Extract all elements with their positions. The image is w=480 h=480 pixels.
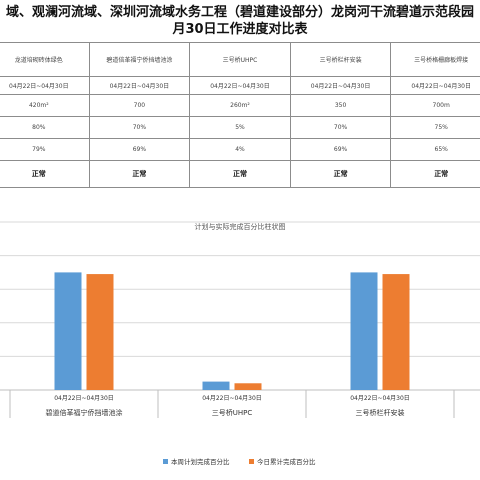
table-cell: 80% [0, 116, 90, 139]
table-cell: 正常 [189, 160, 291, 188]
bar-actual [86, 274, 114, 390]
table-cell: 420m² [0, 94, 90, 117]
legend-swatch [249, 459, 254, 464]
table-row: 04月22日~04月30日 04月22日~04月30日 04月22日~04月30日 0… [0, 76, 480, 95]
table-cell: 70% [88, 116, 191, 139]
table-cell: 260m² [189, 94, 291, 117]
table-cell: 04月22日~04月30日 [88, 76, 191, 95]
x-tick-label: 三号桥栏杆安装 [356, 408, 405, 417]
x-tick-date: 04月22日~04月30日 [202, 395, 262, 402]
table-cell: 正常 [88, 160, 191, 188]
table-cell: 70% [289, 116, 392, 139]
table-cell: 正常 [390, 160, 480, 188]
table-cell: 69% [88, 138, 191, 161]
table-cell: 5% [189, 116, 291, 139]
legend-label: 今日累计完成百分比 [257, 457, 316, 466]
bar-actual [382, 274, 410, 390]
page-title: 域、观澜河流域、深圳河流域水务工程（碧道建设部分）龙岗河干流碧道示范段园 月30… [0, 4, 480, 38]
table-row: 420m² 700 260m² 350 700m [0, 94, 480, 117]
progress-bar-chart: 计划与实际完成百分比柱状图 04月22日~04月30日碧道倍革福宁侨挡墙池涂 04月… [0, 196, 480, 480]
progress-table: 龙道培砌砖体绿色 碧道倍革福宁侨挡墙池涂 三号桥UHPC 三号桥栏杆安装 三号桥格栅廊板… [0, 42, 480, 188]
table-cell: 69% [289, 138, 392, 161]
table-cell: 75% [390, 116, 480, 139]
legend-label: 本周计划完成百分比 [171, 457, 230, 466]
table-cell: 350 [289, 94, 392, 117]
table-row: 正常 正常 正常 正常 正常 [0, 160, 480, 188]
table-cell: 碧道倍革福宁侨挡墙池涂 [88, 42, 191, 77]
chart-title: 计划与实际完成百分比柱状图 [195, 222, 286, 231]
title-line-2: 月30日工作进度对比表 [172, 22, 308, 37]
table-row: 龙道培砌砖体绿色 碧道倍革福宁侨挡墙池涂 三号桥UHPC 三号桥栏杆安装 三号桥格栅廊板… [0, 42, 480, 77]
title-line-1: 域、观澜河流域、深圳河流域水务工程（碧道建设部分）龙岗河干流碧道示范段园 [5, 5, 474, 20]
bar-actual [234, 383, 262, 390]
x-tick-label: 碧道倍革福宁侨挡墙池涂 [46, 408, 123, 417]
table-cell: 700 [88, 94, 191, 117]
table-cell: 4% [189, 138, 291, 161]
bar-plan [350, 272, 378, 390]
table-cell: 04月22日~04月30日 [390, 76, 480, 95]
table-cell: 三号桥栏杆安装 [289, 42, 392, 77]
table-cell: 79% [0, 138, 90, 161]
x-tick-date: 04月22日~04月30日 [54, 395, 114, 402]
table-cell: 04月22日~04月30日 [0, 76, 90, 95]
table-row: 80% 70% 5% 70% 75% [0, 116, 480, 139]
table-cell: 65% [390, 138, 480, 161]
legend-swatch [163, 459, 168, 464]
table-cell: 三号桥UHPC [189, 42, 291, 77]
bar-plan [54, 272, 82, 390]
table-cell: 700m [390, 94, 480, 117]
x-tick-date: 04月22日~04月30日 [350, 395, 410, 402]
x-tick-label: 三号桥UHPC [212, 408, 253, 417]
table-row: 79% 69% 4% 69% 65% [0, 138, 480, 161]
table-cell: 正常 [0, 160, 90, 188]
bar-plan [202, 381, 230, 390]
table-cell: 正常 [289, 160, 392, 188]
table-cell: 三号桥格栅廊板焊接 [390, 42, 480, 77]
table-cell: 龙道培砌砖体绿色 [0, 42, 90, 77]
table-cell: 04月22日~04月30日 [189, 76, 291, 95]
table-cell: 04月22日~04月30日 [289, 76, 392, 95]
